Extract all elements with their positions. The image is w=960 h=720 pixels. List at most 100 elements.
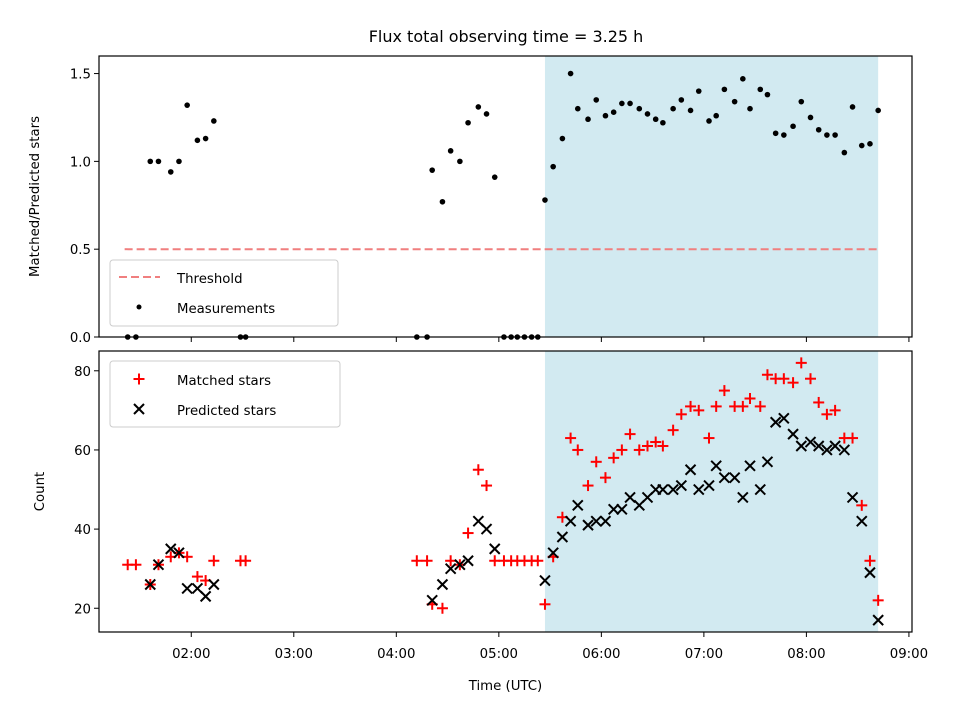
- predicted-star-point: [838, 444, 851, 456]
- measurement-point: [807, 114, 814, 121]
- predicted-star-point: [754, 483, 766, 496]
- measurement-point: [687, 107, 694, 114]
- measurement-point: [678, 97, 685, 103]
- measurement-point: [429, 167, 435, 173]
- predicted-star-point: [804, 436, 817, 448]
- chart-title: Flux total observing time = 3.25 h: [369, 27, 644, 46]
- matched-star-point: [130, 559, 142, 571]
- top-ytick-label: 0.5: [70, 243, 91, 258]
- predicted-star-point: [693, 483, 705, 496]
- legend-matched-swatch: [133, 373, 145, 385]
- measurement-point: [713, 112, 719, 119]
- matched-star-point: [805, 373, 817, 385]
- measurement-point: [652, 116, 659, 123]
- bottom-xtick-label: 07:00: [685, 647, 723, 662]
- predicted-star-point: [872, 614, 884, 626]
- matched-star-point: [761, 369, 773, 381]
- predicted-star-point: [718, 471, 731, 484]
- predicted-star-point: [582, 519, 594, 531]
- measurement-point: [824, 132, 830, 138]
- measurement-point: [644, 111, 651, 117]
- measurement-point: [660, 119, 666, 126]
- predicted-star-point: [607, 503, 620, 516]
- bottom-y-ticks: 20 40 60 80: [74, 365, 99, 617]
- matched-star-point: [240, 555, 252, 567]
- predicted-star-point: [728, 471, 741, 484]
- matched-star-point: [472, 464, 484, 476]
- matched-star-point: [864, 555, 876, 567]
- measurement-point: [574, 105, 581, 112]
- predicted-star-point: [144, 578, 156, 591]
- measurement-point: [483, 111, 490, 117]
- predicted-star-point: [821, 444, 833, 456]
- matched-star-point: [795, 357, 807, 369]
- measurement-point: [772, 130, 779, 137]
- measurement-point: [147, 158, 154, 165]
- predicted-star-point: [556, 531, 569, 543]
- matched-star-point: [445, 555, 457, 567]
- bottom-xtick-label: 04:00: [377, 647, 415, 662]
- predicted-star-point: [761, 456, 774, 468]
- measurement-point: [747, 105, 753, 112]
- x-axis-label: Time (UTC): [468, 679, 543, 694]
- matched-star-point: [572, 444, 584, 456]
- predicted-star-point: [675, 479, 688, 492]
- predicted-star-point: [208, 578, 220, 591]
- matched-star-point: [641, 440, 653, 452]
- predicted-star-point: [846, 491, 859, 504]
- predicted-star-point: [856, 515, 868, 527]
- bottom-xtick-label: 09:00: [890, 647, 928, 662]
- legend-threshold-label: Threshold: [176, 272, 243, 287]
- bottom-xtick-label: 06:00: [582, 647, 620, 662]
- matched-star-point: [633, 444, 645, 456]
- measurement-point: [815, 126, 822, 133]
- legend-x-marker: [133, 403, 145, 415]
- measurement-point: [695, 88, 702, 94]
- matched-star-point: [718, 385, 730, 397]
- matched-star-point: [675, 408, 687, 420]
- matched-star-point: [489, 555, 501, 567]
- predicted-star-point: [173, 547, 185, 559]
- bottom-ytick-label: 40: [74, 523, 91, 538]
- predicted-star-point: [769, 416, 782, 428]
- matched-star-point: [829, 404, 841, 416]
- matched-star-point: [590, 456, 602, 468]
- predicted-star-point: [778, 412, 790, 424]
- predicted-star-point: [539, 574, 551, 587]
- measurement-point: [439, 198, 446, 205]
- matched-star-point: [703, 432, 715, 444]
- predicted-stars-series: [144, 412, 884, 626]
- measurement-point: [764, 91, 771, 98]
- measurement-point: [858, 142, 865, 149]
- measurement-point: [211, 118, 217, 124]
- predicted-star-point: [181, 582, 193, 595]
- legend-predicted-label: Predicted stars: [177, 404, 276, 419]
- measurement-point: [585, 116, 591, 123]
- measurement-point: [491, 174, 498, 180]
- predicted-star-point: [547, 547, 559, 559]
- top-legend-box: [109, 259, 339, 327]
- predicted-star-point: [787, 428, 799, 440]
- predicted-star-point: [480, 523, 493, 535]
- predicted-star-point: [829, 440, 841, 452]
- measurement-point: [875, 107, 881, 114]
- bottom-legend-box: [109, 360, 341, 428]
- bottom-ytick-label: 20: [74, 602, 91, 617]
- predicted-star-point: [710, 460, 722, 472]
- bottom-xtick-label: 02:00: [172, 647, 210, 662]
- measurement-point: [841, 149, 848, 156]
- matched-star-point: [856, 499, 868, 511]
- matched-star-point: [624, 428, 636, 440]
- predicted-star-point: [667, 483, 679, 496]
- predicted-star-point: [864, 566, 876, 579]
- measurement-point: [559, 135, 566, 142]
- matched-star-point: [685, 400, 697, 412]
- predicted-star-point: [624, 491, 636, 504]
- top-y-ticks: 0.0 0.5 1.0 1.5: [70, 68, 99, 346]
- predicted-star-point: [454, 559, 466, 571]
- matched-star-point: [657, 440, 669, 452]
- predicted-star-point: [657, 483, 669, 496]
- measurement-point: [790, 123, 796, 130]
- top-axes-frame: [98, 55, 913, 338]
